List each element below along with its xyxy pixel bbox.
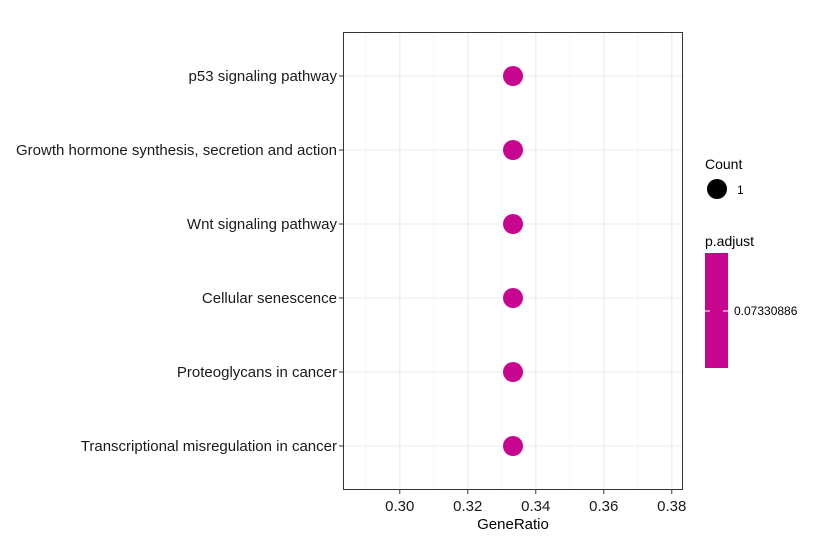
data-point [503,436,523,456]
data-point [503,66,523,86]
legend: Count 1 p.adjust 0.07330886 [705,156,798,368]
data-point [503,140,523,160]
x-axis-title: GeneRatio [477,516,549,533]
x-tick-label: 0.38 [657,498,686,515]
color-bar [705,253,728,368]
y-tick-label: Wnt signaling pathway [187,216,338,233]
y-tick-label: Proteoglycans in cancer [177,364,337,381]
data-point [503,214,523,234]
y-axis: p53 signaling pathway Growth hormone synt… [16,68,343,455]
size-legend-key [707,179,727,199]
x-tick-label: 0.36 [589,498,618,515]
size-legend-title: Count [705,156,742,172]
data-point [503,288,523,308]
y-tick-label: Cellular senescence [202,290,337,307]
x-tick-label: 0.30 [385,498,414,515]
data-points [503,66,523,456]
size-legend-label: 1 [737,183,744,197]
y-tick-label: Growth hormone synthesis, secretion and … [16,142,337,159]
y-tick-label: p53 signaling pathway [189,68,338,85]
data-point [503,362,523,382]
x-axis: 0.30 0.32 0.34 0.36 0.38 [385,490,686,515]
x-tick-label: 0.34 [521,498,550,515]
minor-gridlines [365,32,639,490]
x-tick-label: 0.32 [453,498,482,515]
color-legend-label: 0.07330886 [734,304,798,318]
y-tick-label: Transcriptional misregulation in cancer [81,438,337,455]
color-legend-title: p.adjust [705,233,754,249]
plot-border [343,32,683,490]
plot-panel [343,32,683,490]
